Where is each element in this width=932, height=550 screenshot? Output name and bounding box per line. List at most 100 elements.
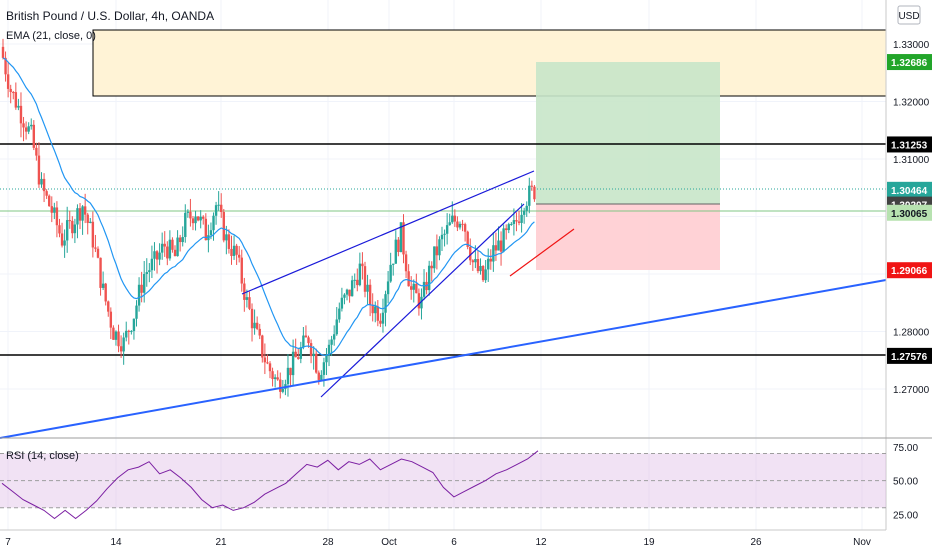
stop-zone[interactable] bbox=[536, 204, 720, 270]
candle-body bbox=[438, 239, 441, 256]
candle-body bbox=[332, 334, 336, 340]
candle bbox=[520, 203, 523, 233]
candle-body bbox=[420, 296, 423, 309]
candle bbox=[130, 330, 133, 335]
candle-body bbox=[522, 210, 526, 215]
candle-body bbox=[181, 237, 184, 243]
candle bbox=[510, 222, 513, 226]
rsi-indicator-label[interactable]: RSI (14, close) bbox=[6, 450, 79, 462]
candle bbox=[448, 213, 451, 226]
candle bbox=[137, 277, 141, 312]
candle-body bbox=[361, 263, 364, 267]
candle-body bbox=[1, 46, 5, 58]
candle-body bbox=[453, 215, 457, 222]
candle bbox=[53, 202, 56, 220]
candle-body bbox=[440, 234, 444, 240]
candle bbox=[335, 307, 338, 336]
price-label-ema: 1.30065 bbox=[887, 204, 932, 221]
candle-body bbox=[114, 331, 118, 340]
candle bbox=[302, 326, 305, 350]
rsi-line[interactable] bbox=[1, 450, 539, 520]
candle bbox=[471, 259, 475, 271]
candle bbox=[466, 230, 469, 250]
candle-body bbox=[487, 258, 490, 270]
candle bbox=[299, 341, 303, 364]
candle-body bbox=[271, 371, 274, 380]
time-axis-tick: 19 bbox=[643, 537, 655, 548]
candle-body bbox=[384, 294, 387, 313]
candle bbox=[132, 318, 136, 340]
candle-body bbox=[276, 377, 279, 380]
candle bbox=[194, 210, 197, 231]
candle-body bbox=[81, 206, 84, 221]
candle-body bbox=[212, 215, 215, 231]
candle-body bbox=[330, 339, 333, 345]
candle bbox=[166, 241, 169, 266]
rising-wedge-upper-line[interactable] bbox=[241, 170, 535, 295]
time-axis-tick: Nov bbox=[853, 537, 871, 548]
candle-body bbox=[19, 105, 23, 124]
candle-body bbox=[202, 216, 205, 219]
candle bbox=[499, 231, 503, 266]
time-axis-ticks: 7 14 21 28 Oct 6 12 19 26 Nov bbox=[5, 537, 871, 548]
candle bbox=[487, 248, 490, 282]
price-axis-tick: 1.32000 bbox=[893, 98, 930, 109]
long-term-trendline[interactable] bbox=[0, 279, 887, 439]
candle bbox=[89, 217, 92, 224]
candle-body bbox=[53, 207, 56, 213]
candle bbox=[171, 237, 174, 253]
currency-button[interactable]: USD bbox=[897, 5, 921, 25]
candle-body bbox=[294, 351, 297, 358]
candle bbox=[202, 215, 205, 225]
candle-body bbox=[469, 246, 472, 261]
candle bbox=[189, 198, 192, 227]
candle bbox=[148, 263, 151, 283]
candle bbox=[415, 273, 418, 294]
candle bbox=[150, 245, 154, 279]
candle bbox=[243, 277, 246, 312]
candle-body bbox=[73, 224, 77, 234]
ema-line[interactable] bbox=[2, 57, 535, 356]
supply-zone-box[interactable] bbox=[92, 29, 887, 97]
candle-body bbox=[261, 335, 264, 358]
candle-body bbox=[397, 239, 400, 253]
candle bbox=[17, 98, 20, 111]
ema-indicator-label[interactable]: EMA (21, close, 0) bbox=[6, 30, 96, 42]
candle-body bbox=[12, 92, 15, 94]
candle-body bbox=[297, 357, 300, 359]
candle bbox=[289, 367, 292, 388]
candle bbox=[101, 271, 105, 291]
candle-body bbox=[125, 330, 128, 338]
candle-body bbox=[176, 237, 179, 257]
candle-body bbox=[196, 216, 200, 221]
candle-body bbox=[366, 284, 369, 292]
candle bbox=[522, 207, 526, 224]
rising-wedge-lower-line[interactable] bbox=[320, 203, 525, 398]
candle-body bbox=[160, 243, 164, 253]
candle bbox=[14, 82, 18, 110]
candle bbox=[320, 370, 323, 382]
candle bbox=[494, 232, 498, 261]
candle-body bbox=[99, 257, 102, 288]
candle-body bbox=[76, 208, 79, 225]
candle-body bbox=[268, 363, 272, 372]
short-trendline-red[interactable] bbox=[509, 228, 575, 277]
candle bbox=[410, 276, 413, 300]
candle-body bbox=[504, 228, 508, 231]
candle bbox=[96, 246, 100, 259]
candle-body bbox=[50, 206, 53, 213]
price-label-target: 1.32686 bbox=[887, 54, 932, 71]
candle bbox=[255, 316, 259, 331]
target-zone[interactable] bbox=[536, 62, 720, 204]
candle-body bbox=[525, 205, 528, 211]
candle-body bbox=[63, 240, 66, 246]
candle-body bbox=[494, 245, 498, 251]
candle bbox=[386, 271, 390, 304]
candle bbox=[204, 213, 208, 241]
candle bbox=[94, 234, 97, 253]
price-label-support: 1.27576 bbox=[887, 347, 932, 364]
candle bbox=[461, 219, 464, 232]
candle bbox=[58, 218, 61, 238]
candle-body bbox=[363, 266, 367, 292]
